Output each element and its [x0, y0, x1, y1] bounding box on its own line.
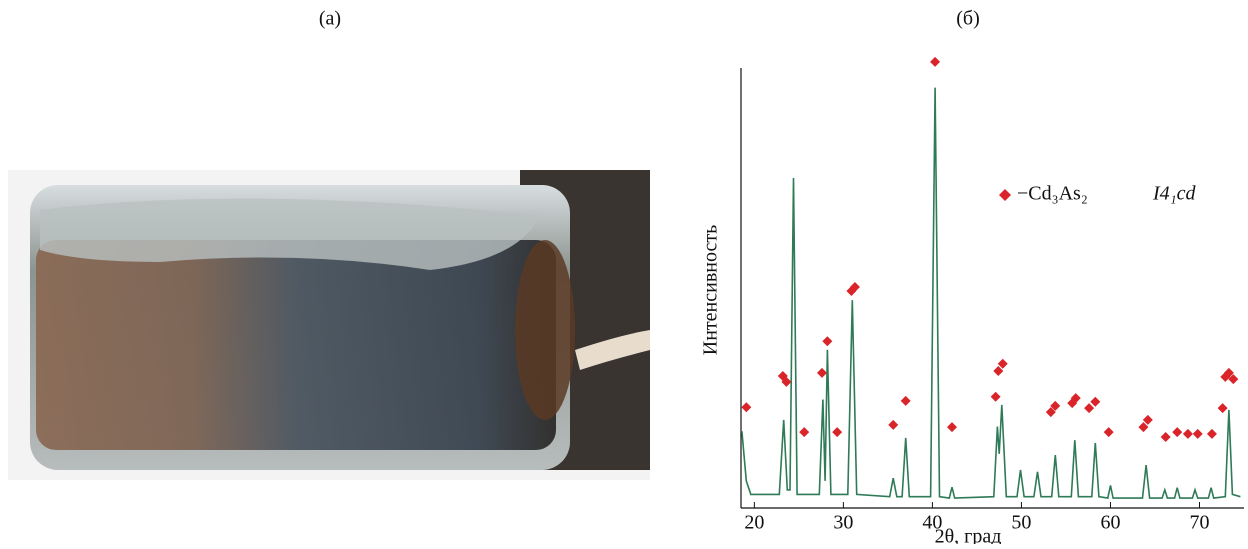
legend-label: −Cd₃As₂	[1017, 183, 1088, 205]
x-tick-label: 20	[744, 512, 764, 534]
y-axis-label: Интенсивность	[700, 225, 722, 355]
peak-marker	[799, 427, 809, 437]
figure: (a) (б)2030405060702θ, градИнтенсивность…	[0, 0, 1248, 544]
peak-marker	[1161, 432, 1171, 442]
x-tick-label: 70	[1189, 512, 1209, 534]
peak-marker	[1207, 429, 1217, 439]
x-tick-label: 50	[1011, 512, 1031, 534]
peak-marker	[817, 368, 827, 378]
panel-label: (a)	[319, 8, 341, 30]
peak-marker	[930, 57, 940, 67]
legend-marker	[999, 189, 1011, 201]
x-tick-label: 60	[1100, 512, 1120, 534]
photo	[8, 170, 650, 480]
peak-marker	[832, 427, 842, 437]
annotation: I4₁cd	[1152, 183, 1196, 205]
peak-marker	[741, 402, 751, 412]
peak-marker	[888, 420, 898, 430]
peak-marker	[991, 392, 1001, 402]
peak-marker	[1218, 403, 1228, 413]
peak-marker	[1193, 429, 1203, 439]
peak-marker	[1183, 429, 1193, 439]
peak-marker	[822, 336, 832, 346]
page: {"photo_panel": {"label": "(a)"}, "chart…	[0, 0, 1248, 544]
x-tick-label: 30	[833, 512, 853, 534]
peak-marker	[1104, 427, 1114, 437]
ingot-end	[515, 240, 575, 420]
peak-marker	[947, 422, 957, 432]
panel-label: (б)	[956, 8, 980, 30]
peak-marker	[901, 396, 911, 406]
x-axis-label: 2θ, град	[935, 526, 1002, 544]
ingot	[36, 240, 556, 450]
peak-marker	[1172, 427, 1182, 437]
peak-marker	[1084, 403, 1094, 413]
peak-marker	[1090, 397, 1100, 407]
